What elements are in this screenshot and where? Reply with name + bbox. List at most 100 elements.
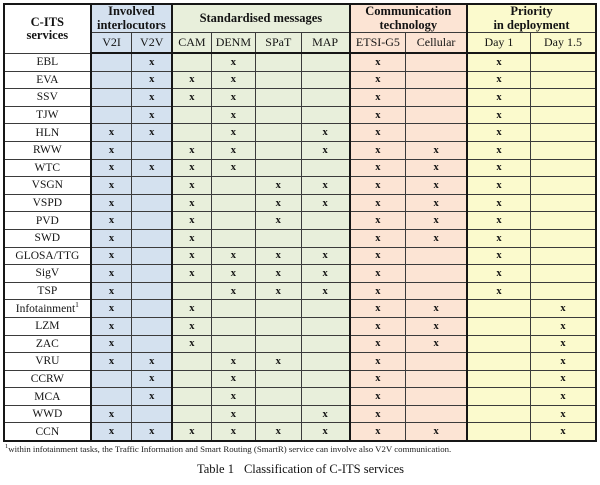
mark-cell: x xyxy=(210,404,257,424)
column-header-map: MAP xyxy=(300,32,351,54)
empty-cell xyxy=(171,404,212,424)
empty-cell xyxy=(405,52,468,72)
table-row-sigv: SigV x x x x x x x xyxy=(3,264,597,283)
column-header-day-1-5: Day 1.5 xyxy=(529,32,597,54)
mark-cell: x xyxy=(131,105,173,125)
mark-cell: x xyxy=(348,211,407,230)
mark-cell: x xyxy=(255,281,302,301)
mark-cell: x xyxy=(89,281,133,301)
table-row-ccrw: CCRW x x x x xyxy=(3,369,597,389)
mark-cell: x xyxy=(348,176,407,195)
mark-cell: x xyxy=(171,140,212,160)
service-cell: WWD xyxy=(3,404,92,424)
caption-text: Classification of C-ITS services xyxy=(243,461,404,476)
mark-cell: x xyxy=(348,70,407,90)
empty-cell xyxy=(465,404,531,424)
group-header-day 1: Priority in deployment xyxy=(465,3,597,33)
footnote-text: within infotainment tasks, the Traffic I… xyxy=(8,443,452,454)
mark-cell: x xyxy=(210,88,257,107)
empty-cell xyxy=(405,264,468,283)
mark-cell: x xyxy=(171,176,212,195)
mark-cell: x xyxy=(171,422,212,442)
mark-cell: x xyxy=(465,193,531,213)
mark-cell: x xyxy=(465,105,531,125)
column-header-etsi-g5: ETSI-G5 xyxy=(348,32,407,54)
empty-cell xyxy=(171,369,212,389)
empty-cell xyxy=(465,369,531,389)
empty-cell xyxy=(89,70,133,90)
empty-cell xyxy=(529,123,597,142)
empty-cell xyxy=(131,281,173,301)
table-row-hln: HLN x x x x x x xyxy=(3,123,597,142)
empty-cell xyxy=(89,88,133,107)
column-header-spat: SPaT xyxy=(255,32,302,54)
mark-cell: x xyxy=(89,422,133,442)
empty-cell xyxy=(131,176,173,195)
empty-cell xyxy=(300,299,351,318)
empty-cell xyxy=(465,352,531,371)
table-row-infotainment: Infotainment1 x x x x x xyxy=(3,299,597,318)
service-cell: VSPD xyxy=(3,193,92,213)
empty-cell xyxy=(300,211,351,230)
mark-cell: x xyxy=(465,123,531,142)
table-row-tjw: TJW x x x x xyxy=(3,105,597,125)
empty-cell xyxy=(131,193,173,213)
mark-cell: x xyxy=(465,70,531,90)
empty-cell xyxy=(255,404,302,424)
empty-cell xyxy=(255,299,302,318)
empty-cell xyxy=(255,316,302,336)
mark-cell: x xyxy=(348,281,407,301)
empty-cell xyxy=(405,88,468,107)
mark-cell: x xyxy=(255,264,302,283)
mark-cell: x xyxy=(465,52,531,72)
mark-cell: x xyxy=(348,228,407,248)
mark-cell: x xyxy=(300,193,351,213)
empty-cell xyxy=(529,52,597,72)
table-header: C-ITS services Involved interlocutors Stan… xyxy=(3,3,597,54)
empty-cell xyxy=(405,70,468,90)
table-row-wtc: WTC x x x x x x x xyxy=(3,158,597,178)
empty-cell xyxy=(210,176,257,195)
mark-cell: x xyxy=(465,158,531,178)
mark-cell: x xyxy=(405,158,468,178)
table-row-glosa-ttg: GLOSA/TTG x x x x x x x xyxy=(3,246,597,266)
table-row-eva: EVA x x x x x xyxy=(3,70,597,90)
mark-cell: x xyxy=(131,369,173,389)
mark-cell: x xyxy=(300,281,351,301)
mark-cell: x xyxy=(210,387,257,406)
mark-cell: x xyxy=(89,299,133,318)
table-row-pvd: PVD x x x x x x xyxy=(3,211,597,230)
mark-cell: x xyxy=(405,193,468,213)
empty-cell xyxy=(529,246,597,266)
empty-cell xyxy=(529,264,597,283)
mark-cell: x xyxy=(171,158,212,178)
mark-cell: x xyxy=(131,158,173,178)
empty-cell xyxy=(210,316,257,336)
table-row-vspd: VSPD x x x x x x x xyxy=(3,193,597,213)
mark-cell: x xyxy=(131,70,173,90)
mark-cell: x xyxy=(89,211,133,230)
table-footnote: 1within infotainment tasks, the Traffic … xyxy=(5,443,598,454)
empty-cell xyxy=(465,299,531,318)
empty-cell xyxy=(300,52,351,72)
mark-cell: x xyxy=(89,316,133,336)
mark-cell: x xyxy=(465,264,531,283)
mark-cell: x xyxy=(300,264,351,283)
caption-label: Table 1 xyxy=(196,461,234,476)
mark-cell: x xyxy=(348,88,407,107)
mark-cell: x xyxy=(348,158,407,178)
empty-cell xyxy=(529,193,597,213)
empty-cell xyxy=(465,422,531,442)
column-header-row: V2I V2V CAM DENM SPaT MAP ETSI-G5 Cellular Day 1… xyxy=(4,32,597,54)
service-cell: LZM xyxy=(3,316,92,336)
empty-cell xyxy=(405,404,468,424)
mark-cell: x xyxy=(529,316,597,336)
service-cell: PVD xyxy=(3,211,92,230)
mark-cell: x xyxy=(529,369,597,389)
empty-cell xyxy=(405,246,468,266)
mark-cell: x xyxy=(348,140,407,160)
service-cell: ZAC xyxy=(3,334,92,354)
empty-cell xyxy=(255,88,302,107)
mark-cell: x xyxy=(210,140,257,160)
